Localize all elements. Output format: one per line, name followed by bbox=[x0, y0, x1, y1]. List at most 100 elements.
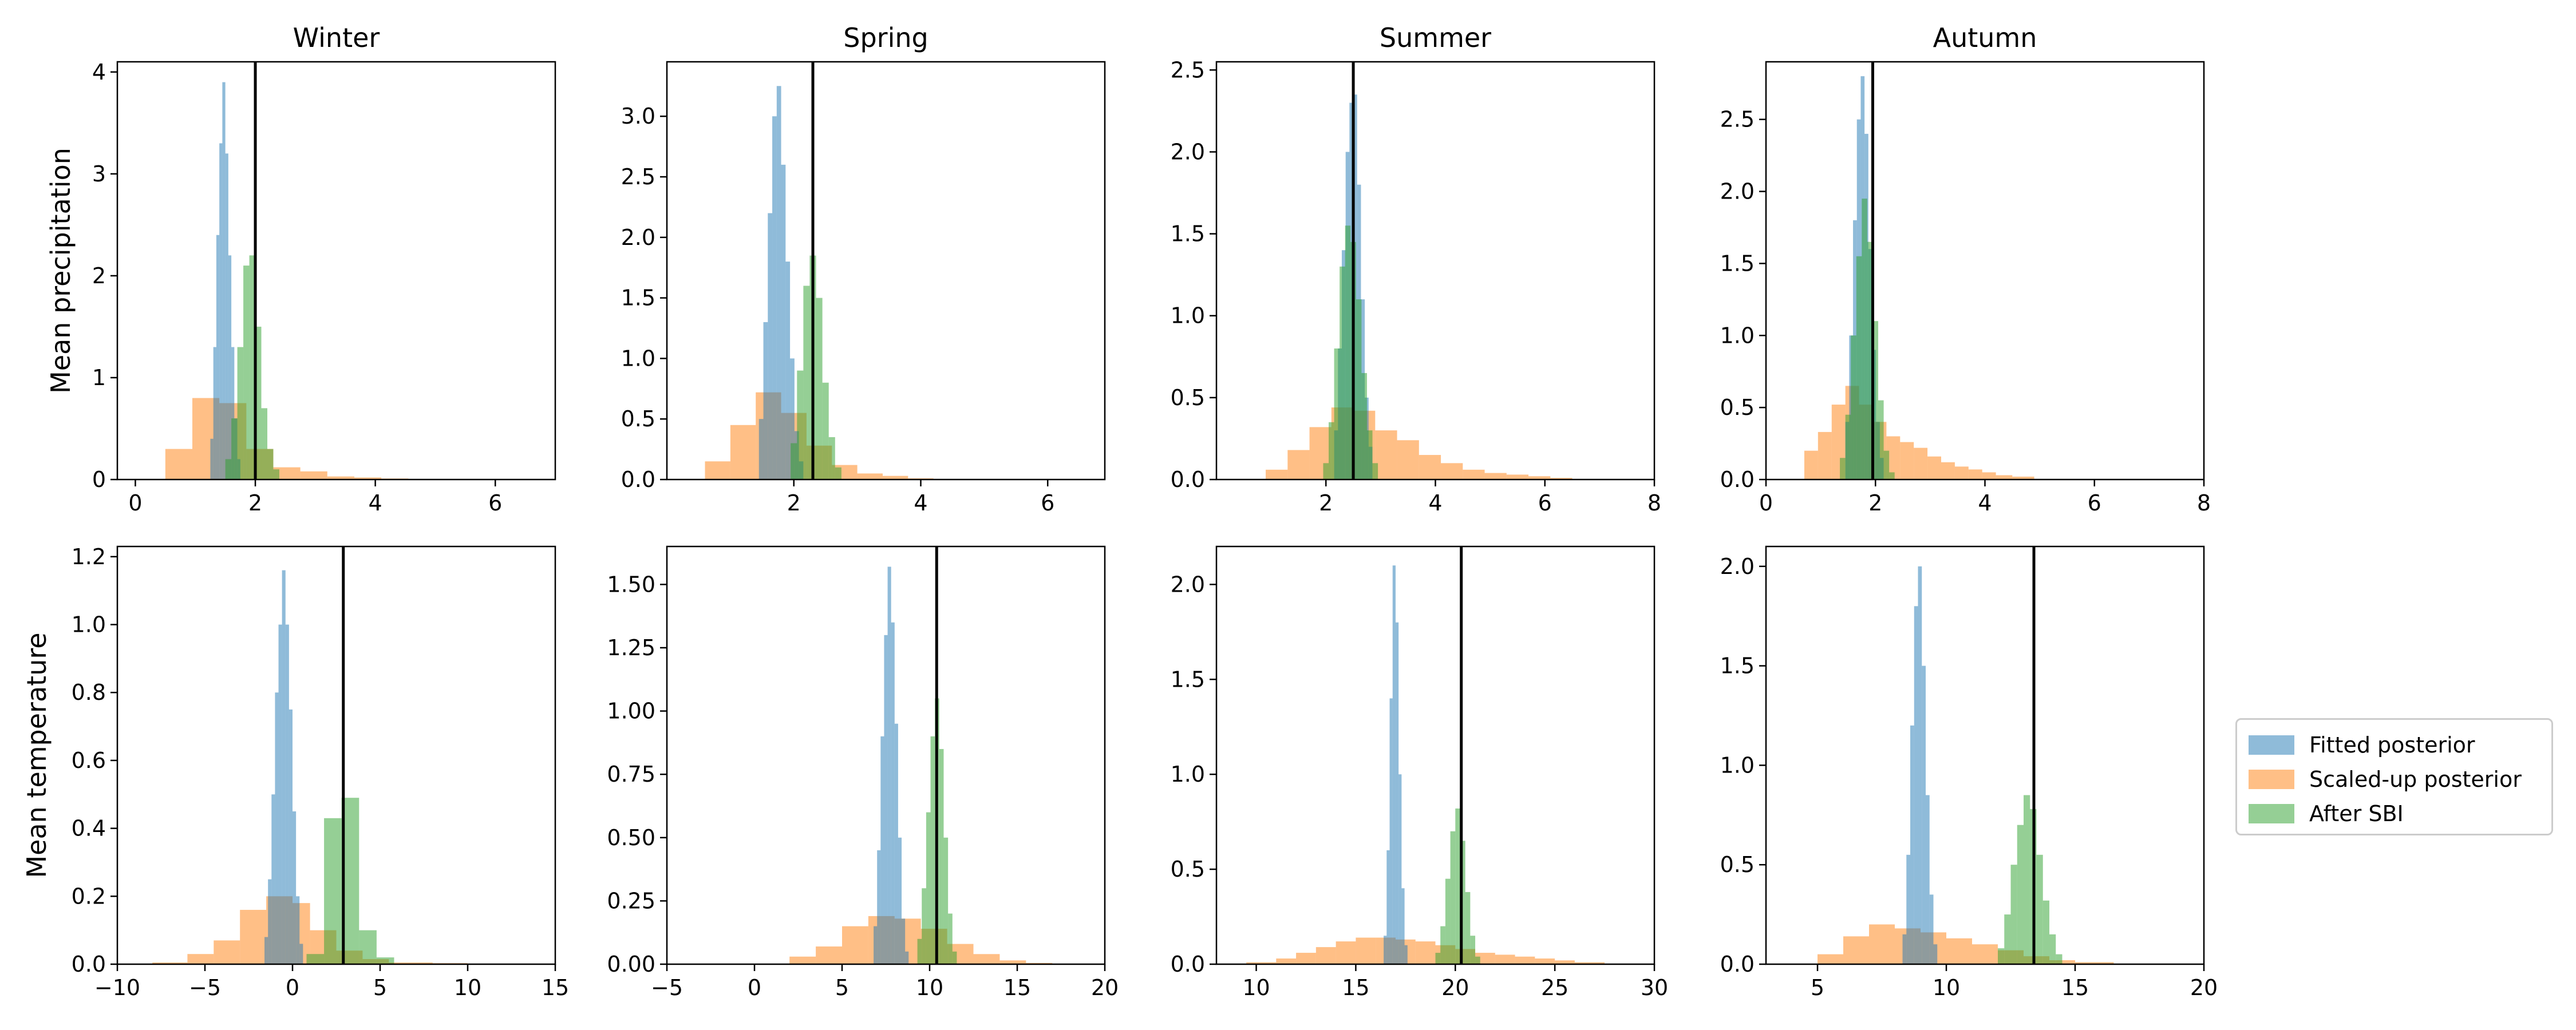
bar-sbi bbox=[1340, 266, 1345, 480]
y-tick-label: 4 bbox=[92, 60, 106, 85]
bar-fitted bbox=[1910, 725, 1914, 964]
bar-scaled bbox=[789, 956, 816, 964]
y-tick-label: 3.0 bbox=[621, 104, 655, 129]
bar-sbi bbox=[2004, 914, 2011, 964]
bar-sbi bbox=[1883, 450, 1890, 480]
bar-sbi bbox=[1334, 348, 1340, 480]
bar-sbi bbox=[324, 818, 342, 964]
bar-fitted bbox=[877, 850, 881, 964]
x-tick-label: 2 bbox=[1868, 490, 1882, 516]
x-tick-label: 25 bbox=[1541, 975, 1568, 1000]
y-tick-label: 0.4 bbox=[72, 816, 106, 841]
x-tick-label: 0 bbox=[128, 490, 142, 516]
bar-fitted bbox=[1389, 698, 1393, 964]
bar-fitted bbox=[1392, 565, 1396, 964]
y-tick-label: 0.00 bbox=[607, 952, 655, 977]
bar-fitted bbox=[1906, 854, 1910, 964]
bar-scaled bbox=[816, 946, 842, 964]
bar-sbi bbox=[1460, 841, 1465, 964]
y-tick-label: 1.00 bbox=[607, 699, 655, 724]
y-tick-label: 0.8 bbox=[72, 680, 106, 705]
x-tick-label: 10 bbox=[1242, 975, 1270, 1000]
panel-bars bbox=[165, 82, 409, 480]
bar-scaled bbox=[1356, 937, 1376, 964]
legend-swatch-fitted bbox=[2249, 735, 2294, 755]
y-tick-label: 0.25 bbox=[607, 888, 655, 913]
bar-scaled bbox=[1515, 956, 1535, 964]
bar-scaled bbox=[1375, 430, 1397, 480]
bar-scaled bbox=[300, 471, 327, 480]
bar-fitted bbox=[285, 624, 289, 964]
y-tick-label: 0.6 bbox=[72, 748, 106, 773]
bar-sbi bbox=[1345, 225, 1351, 480]
bar-sbi bbox=[948, 913, 953, 964]
bar-sbi bbox=[1440, 926, 1445, 964]
bar-sbi bbox=[828, 437, 835, 480]
bar-scaled bbox=[1818, 954, 1843, 964]
bar-fitted bbox=[1398, 774, 1402, 964]
bar-scaled bbox=[1495, 954, 1515, 964]
bar-fitted bbox=[776, 86, 781, 480]
bar-sbi bbox=[1845, 414, 1851, 480]
y-tick-label: 0.5 bbox=[1171, 857, 1205, 882]
legend-item-fitted: Fitted posterior bbox=[2249, 728, 2540, 762]
bar-fitted bbox=[289, 709, 293, 964]
bar-scaled bbox=[999, 960, 1026, 964]
bar-fitted bbox=[1929, 894, 1934, 964]
y-tick-label: 2.0 bbox=[1720, 554, 1755, 579]
bar-sbi bbox=[822, 382, 829, 480]
panel-bars bbox=[789, 566, 1053, 964]
panel-2: 2 4 6 8 0.0 0.5 1.0 1.5 2.0 2.5 Summer bbox=[1171, 22, 1662, 516]
y-tick-label: 2.5 bbox=[1171, 57, 1205, 82]
legend-label-fitted: Fitted posterior bbox=[2309, 732, 2475, 758]
y-tick-label: 0.0 bbox=[621, 467, 655, 492]
x-tick-label: 20 bbox=[2190, 975, 2218, 1000]
bar-scaled bbox=[1886, 436, 1901, 480]
panel-title: Summer bbox=[1380, 22, 1491, 53]
bar-sbi bbox=[1862, 199, 1867, 480]
bar-sbi bbox=[1851, 335, 1856, 480]
y-tick-label: 2.0 bbox=[1720, 179, 1755, 204]
panel-bars bbox=[1246, 565, 1605, 964]
y-tick-label: 0.0 bbox=[1720, 952, 1755, 977]
bar-fitted bbox=[293, 811, 297, 964]
bar-sbi bbox=[797, 370, 804, 480]
bar-fitted bbox=[880, 736, 884, 964]
legend-label-scaled: Scaled-up posterior bbox=[2309, 767, 2522, 792]
legend: Fitted posterior Scaled-up posterior Aft… bbox=[2235, 718, 2553, 835]
bar-sbi bbox=[1465, 892, 1471, 964]
x-tick-label: 8 bbox=[1647, 490, 1661, 516]
x-tick-label: 15 bbox=[1342, 975, 1369, 1000]
bar-sbi bbox=[1450, 831, 1456, 964]
bar-fitted bbox=[898, 837, 902, 964]
y-tick-label: 1.0 bbox=[621, 346, 655, 371]
bar-scaled bbox=[240, 910, 267, 964]
y-tick-label: 1.0 bbox=[72, 612, 106, 637]
x-tick-label: −10 bbox=[94, 975, 140, 1000]
x-tick-label: 4 bbox=[369, 490, 382, 516]
bar-fitted bbox=[1933, 944, 1938, 964]
bar-scaled bbox=[1982, 472, 1996, 480]
y-tick-label: 1 bbox=[92, 365, 106, 390]
x-tick-label: 20 bbox=[1091, 975, 1119, 1000]
bar-fitted bbox=[216, 235, 220, 480]
bar-scaled bbox=[1914, 447, 1928, 480]
bar-sbi bbox=[1856, 256, 1862, 480]
bar-scaled bbox=[1441, 463, 1463, 480]
bar-fitted bbox=[1922, 665, 1926, 964]
y-tick-label: 1.5 bbox=[1720, 251, 1755, 276]
bar-scaled bbox=[214, 940, 240, 964]
bar-scaled bbox=[1336, 941, 1356, 964]
bar-sbi bbox=[2010, 865, 2017, 964]
bar-sbi bbox=[1475, 956, 1480, 964]
y-tick-label: 2.0 bbox=[621, 225, 655, 250]
y-tick-label: 2.0 bbox=[1171, 139, 1205, 164]
bar-sbi bbox=[1998, 948, 2005, 964]
x-tick-label: 10 bbox=[1933, 975, 1960, 1000]
y-tick-label: 0.0 bbox=[1171, 467, 1205, 492]
bar-sbi bbox=[1445, 878, 1451, 964]
bar-sbi bbox=[1889, 472, 1895, 480]
bar-scaled bbox=[1276, 958, 1297, 964]
bar-sbi bbox=[306, 954, 325, 964]
